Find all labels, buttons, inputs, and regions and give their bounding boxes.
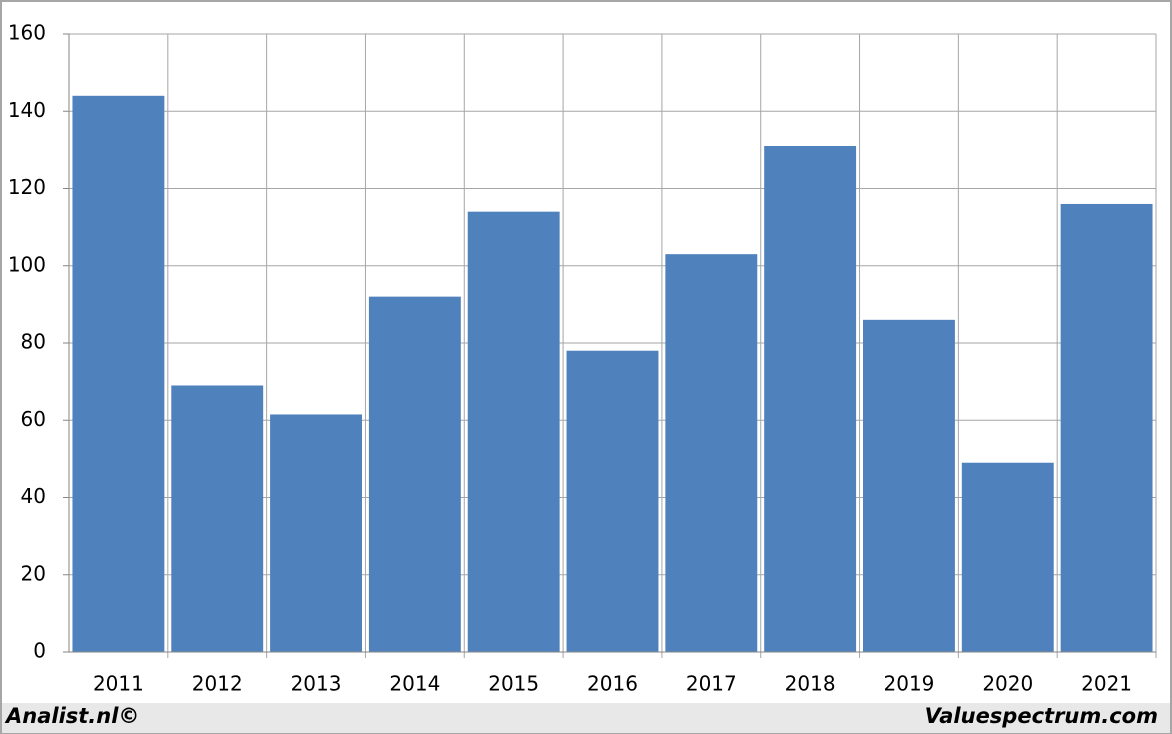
x-tick-label: 2012	[192, 672, 243, 696]
x-tick-label: 2021	[1081, 672, 1132, 696]
y-tick-label: 0	[33, 639, 46, 663]
y-tick-label: 60	[21, 407, 46, 431]
x-tick-label: 2020	[982, 672, 1033, 696]
bar	[566, 350, 659, 652]
y-tick-label: 140	[8, 98, 46, 122]
y-tick-label: 20	[21, 561, 46, 585]
bar	[665, 254, 758, 652]
bar	[764, 146, 857, 652]
x-tick-label: 2011	[93, 672, 144, 696]
footer-band	[2, 703, 1170, 733]
x-tick-label: 2016	[587, 672, 638, 696]
y-tick-label: 100	[8, 252, 46, 276]
bar	[863, 319, 955, 652]
bar	[961, 462, 1054, 652]
bar	[1060, 203, 1153, 652]
bar	[171, 385, 264, 652]
x-tick-label: 2013	[291, 672, 342, 696]
bar	[270, 414, 362, 652]
footer-left: Analist.nl©	[4, 704, 139, 728]
x-tick-label: 2015	[488, 672, 539, 696]
x-tick-label: 2019	[884, 672, 935, 696]
y-tick-label: 160	[8, 21, 46, 45]
y-tick-label: 120	[8, 175, 46, 199]
x-tick-label: 2018	[785, 672, 836, 696]
y-tick-label: 40	[21, 484, 46, 508]
x-tick-label: 2014	[389, 672, 440, 696]
bar	[467, 211, 560, 653]
bar	[72, 95, 165, 653]
x-tick-label: 2017	[686, 672, 737, 696]
bar	[368, 296, 461, 652]
y-tick-label: 80	[21, 330, 46, 354]
footer-right: Valuespectrum.com	[925, 704, 1158, 728]
